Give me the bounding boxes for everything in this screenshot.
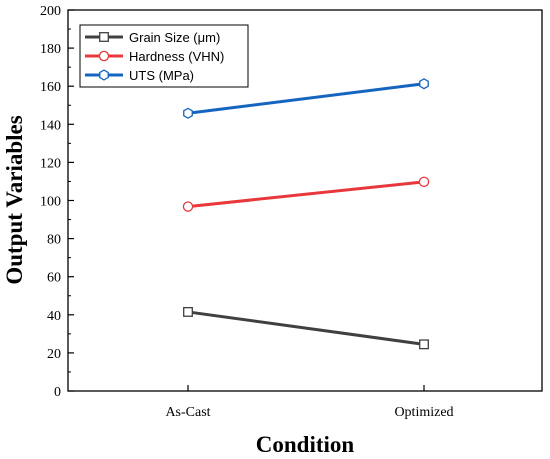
x-tick-label: As-Cast — [165, 405, 210, 420]
data-point — [182, 201, 194, 212]
data-point — [183, 107, 193, 119]
data-point — [419, 78, 429, 90]
y-tick-label: 140 — [40, 118, 61, 133]
y-tick-label: 120 — [40, 156, 61, 171]
legend-label: UTS (MPa) — [129, 68, 194, 83]
legend-marker — [99, 69, 109, 81]
x-tick-label: Optimized — [394, 405, 453, 420]
y-tick-label: 160 — [40, 80, 61, 95]
data-point — [418, 176, 430, 188]
y-tick-label: 0 — [54, 385, 61, 400]
y-tick-label: 180 — [40, 42, 61, 57]
legend-marker — [98, 50, 110, 62]
y-tick-label: 80 — [47, 233, 61, 248]
data-point — [419, 339, 429, 350]
y-tick-label: 40 — [47, 309, 61, 324]
y-axis: 0 20 40 60 80 100 120 140 160 180 200 — [40, 4, 74, 400]
y-tick-label: 100 — [40, 195, 61, 210]
series-line — [187, 310, 425, 346]
x-axis: As-Cast Optimized — [165, 385, 454, 420]
data-point — [183, 306, 193, 317]
y-tick-label: 200 — [40, 4, 61, 19]
legend-marker — [99, 32, 109, 42]
y-axis-title: Output Variables — [2, 115, 27, 284]
series-layer — [182, 78, 430, 350]
legend-label: Hardness (VHN) — [129, 49, 224, 64]
x-axis-title: Condition — [256, 432, 355, 457]
y-tick-label: 60 — [47, 271, 61, 286]
series-line — [187, 180, 425, 209]
series-line — [187, 82, 425, 115]
legend-label: Grain Size (μm) — [129, 30, 220, 45]
legend: Grain Size (μm) Hardness (VHN) UTS (MPa) — [79, 24, 249, 88]
y-tick-label: 20 — [47, 347, 61, 362]
